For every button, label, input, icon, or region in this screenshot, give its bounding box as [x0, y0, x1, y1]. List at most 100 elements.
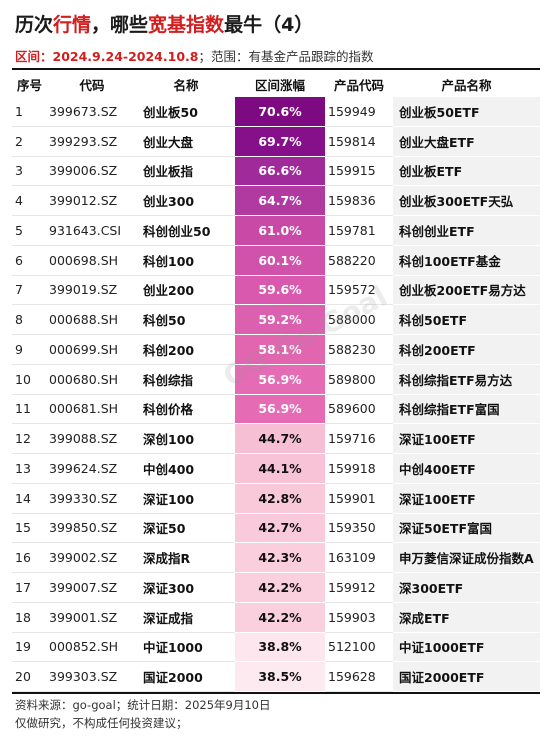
- date-range: 2024.9.24-2024.10.8: [52, 49, 199, 64]
- table-row: 18 399001.SZ 深证成指 42.2% 159903 深成ETF: [12, 602, 540, 633]
- header-code: 代码: [79, 77, 105, 93]
- table-row: 19 000852.SH 中证1000 38.8% 512100 中证1000ETF: [12, 632, 540, 663]
- table-row: 3 399006.SZ 创业板指 66.6% 159915 创业板ETF: [12, 156, 540, 187]
- product-code: 163109: [325, 542, 393, 573]
- product-code: 159350: [325, 513, 393, 544]
- row-number: 16: [12, 542, 47, 573]
- index-code: 000688.SH: [47, 304, 137, 335]
- row-number: 1: [12, 97, 47, 127]
- top-rule: [12, 68, 540, 70]
- index-code: 399673.SZ: [47, 97, 137, 127]
- product-name: 创业板50ETF: [393, 97, 540, 127]
- product-code: 159912: [325, 572, 393, 603]
- index-name: 深创100: [137, 423, 235, 454]
- product-code: 159836: [325, 185, 393, 216]
- header-no: 序号: [16, 77, 42, 93]
- product-code: 159781: [325, 215, 393, 246]
- product-code: 159716: [325, 423, 393, 454]
- page-title: 历次行情，哪些宽基指数最牛（4）: [15, 10, 313, 37]
- row-number: 8: [12, 304, 47, 335]
- table-row: 13 399624.SZ 中创400 44.1% 159918 中创400ETF: [12, 453, 540, 484]
- title-part: 历次: [15, 14, 54, 36]
- title-part: ，哪些: [91, 14, 149, 36]
- index-name: 创业板指: [137, 156, 235, 187]
- index-code: 399006.SZ: [47, 156, 137, 187]
- change-value: 44.7%: [235, 423, 325, 454]
- product-name: 深300ETF: [393, 572, 540, 603]
- product-code: 159918: [325, 453, 393, 484]
- row-number: 19: [12, 632, 47, 663]
- product-name: 科创创业ETF: [393, 215, 540, 246]
- change-value: 70.6%: [235, 97, 325, 127]
- product-code: 159814: [325, 126, 393, 157]
- change-value: 38.8%: [235, 632, 325, 663]
- index-name: 创业300: [137, 185, 235, 216]
- header-product-name: 产品名称: [441, 77, 492, 93]
- index-name: 创业大盘: [137, 126, 235, 157]
- index-code: 399330.SZ: [47, 483, 137, 514]
- product-name: 创业板200ETF易方达: [393, 275, 540, 306]
- index-code: 399850.SZ: [47, 513, 137, 544]
- product-name: 创业板300ETF天弘: [393, 185, 540, 216]
- table-row: 1 399673.SZ 创业板50 70.6% 159949 创业板50ETF: [12, 97, 540, 127]
- index-code: 000680.SH: [47, 364, 137, 395]
- product-code: 589800: [325, 364, 393, 395]
- index-name: 创业200: [137, 275, 235, 306]
- product-name: 国证2000ETF: [393, 661, 540, 692]
- index-name: 深成指R: [137, 542, 235, 573]
- table-row: 10 000680.SH 科创综指 56.9% 589800 科创综指ETF易方达: [12, 364, 540, 395]
- index-name: 科创50: [137, 304, 235, 335]
- row-number: 20: [12, 661, 47, 692]
- index-code: 399012.SZ: [47, 185, 137, 216]
- change-value: 59.6%: [235, 275, 325, 306]
- change-value: 42.2%: [235, 602, 325, 633]
- product-name: 中证1000ETF: [393, 632, 540, 663]
- index-name: 科创100: [137, 245, 235, 276]
- row-number: 6: [12, 245, 47, 276]
- change-value: 56.9%: [235, 394, 325, 425]
- index-code: 399007.SZ: [47, 572, 137, 603]
- index-name: 科创创业50: [137, 215, 235, 246]
- header-row: 序号 代码 名称 区间涨幅 产品代码 产品名称: [12, 71, 540, 97]
- table-row: 14 399330.SZ 深证100 42.8% 159901 深证100ETF: [12, 483, 540, 514]
- index-name: 深证成指: [137, 602, 235, 633]
- row-number: 5: [12, 215, 47, 246]
- subtitle-label: 区间：: [15, 49, 53, 64]
- header-product-code: 产品代码: [333, 77, 384, 93]
- product-code: 588000: [325, 304, 393, 335]
- source-note: 资料来源：go-goal；统计日期：2025年9月10日: [15, 698, 271, 712]
- product-name: 深证50ETF富国: [393, 513, 540, 544]
- index-name: 中创400: [137, 453, 235, 484]
- product-code: 589600: [325, 394, 393, 425]
- title-part: 行情: [53, 14, 92, 36]
- product-name: 深证100ETF: [393, 423, 540, 454]
- product-name: 科创50ETF: [393, 304, 540, 335]
- index-name: 中证1000: [137, 632, 235, 663]
- change-value: 58.1%: [235, 334, 325, 365]
- table-row: 6 000698.SH 科创100 60.1% 588220 科创100ETF基金: [12, 245, 540, 276]
- product-name: 科创综指ETF易方达: [393, 364, 540, 395]
- product-name: 深成ETF: [393, 602, 540, 633]
- row-number: 18: [12, 602, 47, 633]
- table-row: 9 000699.SH 科创200 58.1% 588230 科创200ETF: [12, 334, 540, 365]
- row-number: 17: [12, 572, 47, 603]
- index-code: 931643.CSI: [47, 215, 137, 246]
- table-row: 2 399293.SZ 创业大盘 69.7% 159814 创业大盘ETF: [12, 126, 540, 157]
- disclaimer: 仅做研究，不构成任何投资建议；: [15, 716, 188, 730]
- row-number: 11: [12, 394, 47, 425]
- row-number: 7: [12, 275, 47, 306]
- table-row: 12 399088.SZ 深创100 44.7% 159716 深证100ETF: [12, 423, 540, 454]
- row-number: 14: [12, 483, 47, 514]
- table-row: 5 931643.CSI 科创创业50 61.0% 159781 科创创业ETF: [12, 215, 540, 246]
- table-row: 20 399303.SZ 国证2000 38.5% 159628 国证2000ETF: [12, 661, 540, 692]
- index-code: 000699.SH: [47, 334, 137, 365]
- header-change: 区间涨幅: [254, 77, 305, 93]
- change-value: 42.3%: [235, 542, 325, 573]
- index-name: 科创200: [137, 334, 235, 365]
- row-number: 10: [12, 364, 47, 395]
- product-name: 创业板ETF: [393, 156, 540, 187]
- product-code: 159572: [325, 275, 393, 306]
- index-name: 科创价格: [137, 394, 235, 425]
- table-row: 4 399012.SZ 创业300 64.7% 159836 创业板300ETF天弘: [12, 185, 540, 216]
- row-number: 9: [12, 334, 47, 365]
